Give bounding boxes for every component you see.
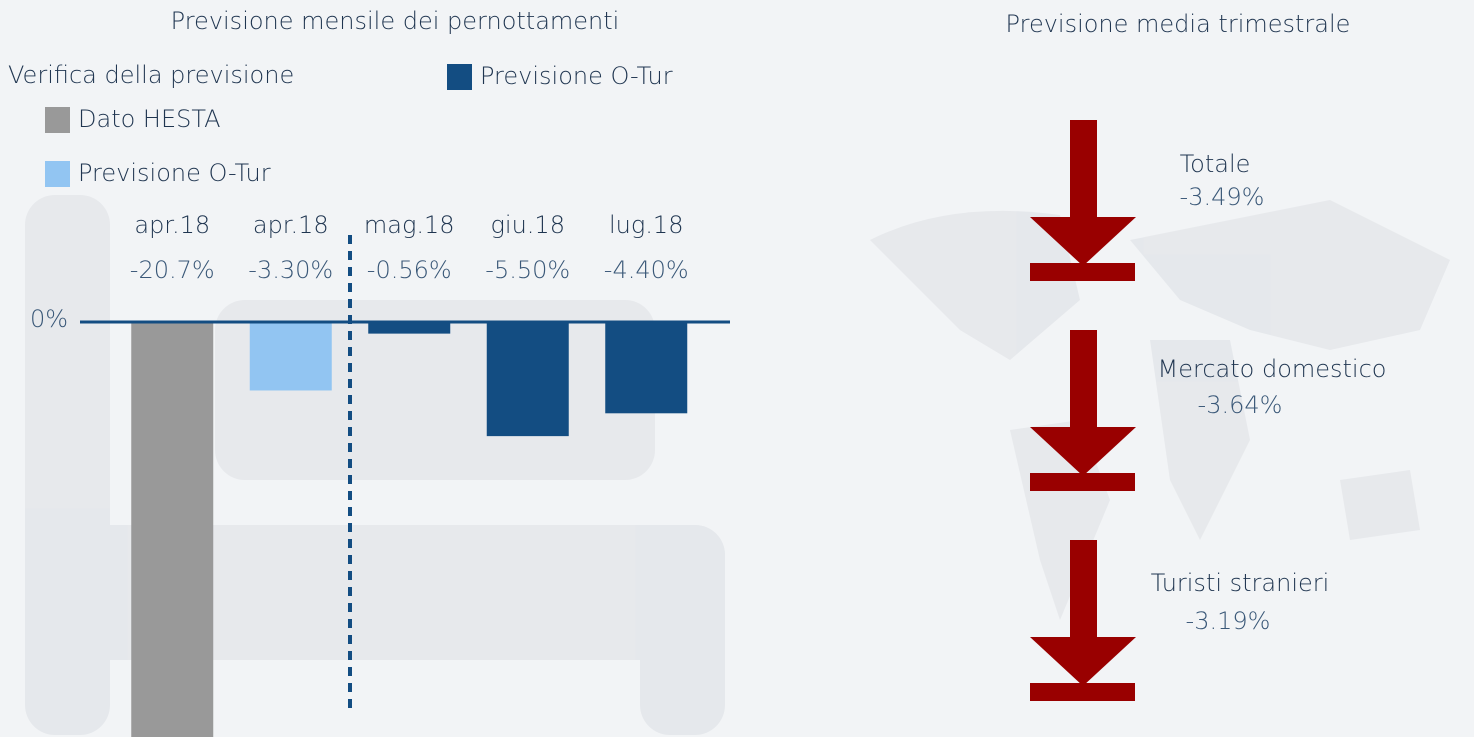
indicator-value: -3.64% xyxy=(1198,391,1283,419)
x-tick-label: lug.18 xyxy=(609,211,683,239)
x-tick-label: mag.18 xyxy=(364,211,455,239)
legend-swatch xyxy=(447,64,472,90)
x-tick-label: giu.18 xyxy=(491,211,565,239)
indicator-label: Mercato domestico xyxy=(1158,355,1387,383)
indicator-value: -3.19% xyxy=(1186,607,1271,635)
bar xyxy=(368,322,451,334)
legend-label: Previsione O-Tur xyxy=(480,62,673,90)
arrow-base xyxy=(1030,473,1135,491)
chart-title: Previsione mensile dei pernottamenti xyxy=(171,7,620,35)
value-label: -0.56% xyxy=(367,256,452,284)
bar xyxy=(249,322,332,391)
legend-label: Previsione O-Tur xyxy=(78,159,271,187)
legend-label: Dato HESTA xyxy=(78,105,221,133)
legend-title: Verifica della previsione xyxy=(8,61,294,89)
y-tick-label: 0% xyxy=(30,305,68,333)
bar xyxy=(605,322,688,414)
arrow-shaft xyxy=(1070,330,1097,430)
indicator-label: Totale xyxy=(1180,150,1251,178)
legend-swatch xyxy=(45,107,70,133)
arrow-shaft xyxy=(1070,540,1097,640)
arrow-base xyxy=(1030,263,1135,281)
bar xyxy=(486,322,569,437)
arrow-head xyxy=(1030,637,1136,686)
background-art xyxy=(25,195,1450,735)
arrow-shaft xyxy=(1070,120,1097,220)
indicator-label: Turisti stranieri xyxy=(1151,569,1330,597)
arrow-base xyxy=(1030,683,1135,701)
bar xyxy=(131,322,214,737)
value-label: -5.50% xyxy=(485,256,570,284)
value-label: -3.30% xyxy=(248,256,333,284)
x-tick-label: apr.18 xyxy=(134,211,210,239)
arrow-head xyxy=(1030,217,1136,266)
x-tick-label: apr.18 xyxy=(253,211,329,239)
value-label: -4.40% xyxy=(604,256,689,284)
indicator-value: -3.49% xyxy=(1180,183,1265,211)
legend-swatch xyxy=(45,161,70,187)
value-label: -20.7% xyxy=(130,256,215,284)
panel-title: Previsione media trimestrale xyxy=(1006,10,1351,38)
arrow-head xyxy=(1030,427,1136,476)
